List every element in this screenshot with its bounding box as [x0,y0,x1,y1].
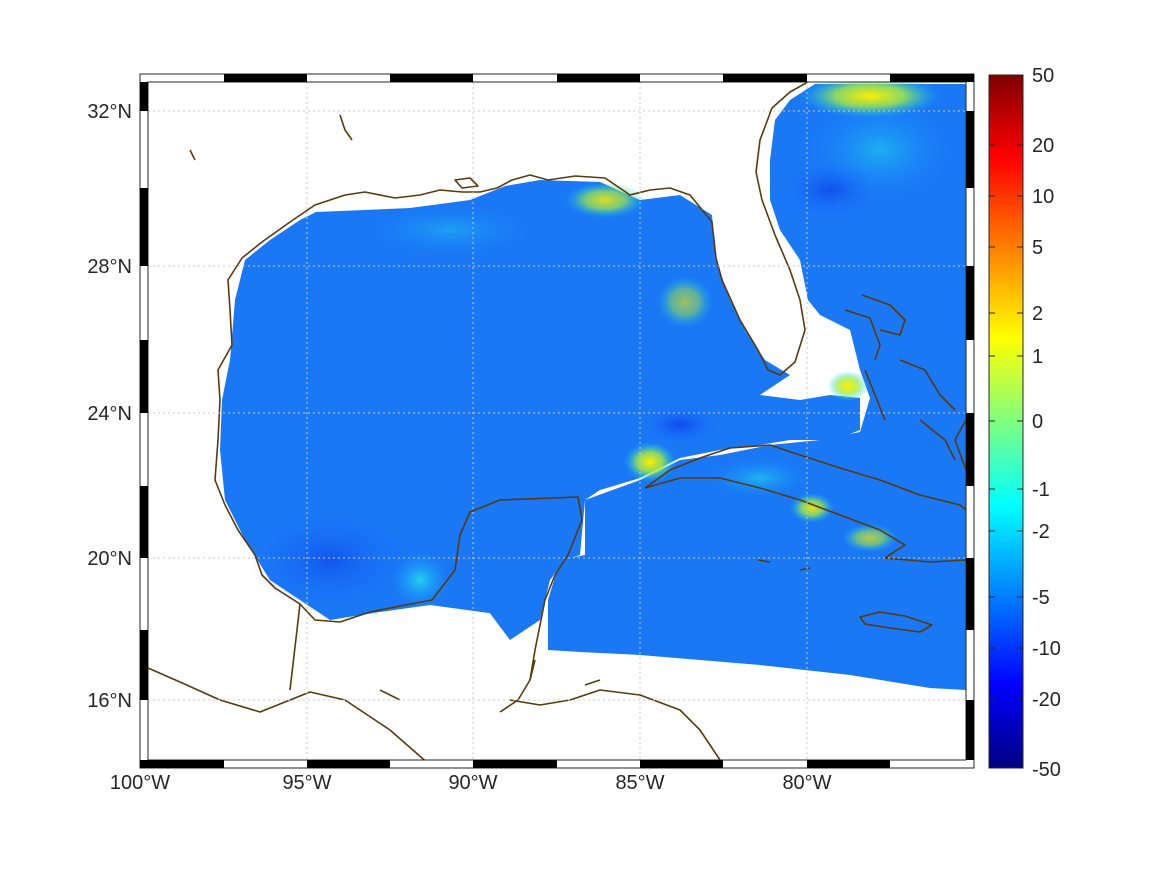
cbar-label: 20 [1032,135,1054,157]
lat-label-16n: 16°N [87,690,132,712]
lon-label-95w: 95°W [282,772,331,794]
cbar-label: 2 [1032,303,1043,325]
latitude-labels: 32°N 28°N 24°N 20°N 16°N [87,101,132,712]
lat-label-28n: 28°N [87,256,132,278]
anomaly-yucatan-channel [624,442,676,482]
anomaly-west-florida-shelf [657,276,713,328]
anomaly-florida-panhandle [565,182,645,218]
cbar-label: -20 [1032,689,1061,711]
anomaly-north-gulf-cyan [370,205,530,255]
cbar-label: -5 [1032,587,1050,609]
anomaly-atlantic-dark [780,160,880,220]
longitude-labels: 100°W 95°W 90°W 85°W 80°W [110,772,832,794]
lon-label-100w: 100°W [110,772,170,794]
anomaly-cuba-south-1 [790,493,834,523]
cbar-label: -50 [1032,759,1061,781]
lat-label-24n: 24°N [87,403,132,425]
lon-label-80w: 80°W [782,772,831,794]
cbar-label: 10 [1032,186,1054,208]
lat-label-20n: 20°N [87,548,132,570]
anomaly-cuba-cyan [710,458,810,498]
cbar-label: 50 [1032,65,1054,87]
cbar-label: -1 [1032,479,1050,501]
lat-label-32n: 32°N [87,101,132,123]
lon-label-90w: 90°W [448,772,497,794]
anomaly-gulf-central [640,405,720,445]
anomaly-cuba-south-2 [842,524,898,552]
cbar-label: -2 [1032,521,1050,543]
cbar-label: 0 [1032,411,1043,433]
anomaly-gulf-dark [250,510,410,610]
map-frame [139,73,975,769]
anomaly-bahamas [828,371,868,401]
gridlines [148,82,966,760]
cbar-label: 5 [1032,237,1043,259]
colorbar-ticks [989,74,1023,700]
cbar-label: 1 [1032,346,1043,368]
cbar-label: -10 [1032,638,1061,660]
lon-label-85w: 85°W [615,772,664,794]
colorbar-labels: 50 20 10 5 2 1 0 -1 -2 -5 -10 -20 -50 [1032,65,1061,781]
coastline [148,82,966,760]
